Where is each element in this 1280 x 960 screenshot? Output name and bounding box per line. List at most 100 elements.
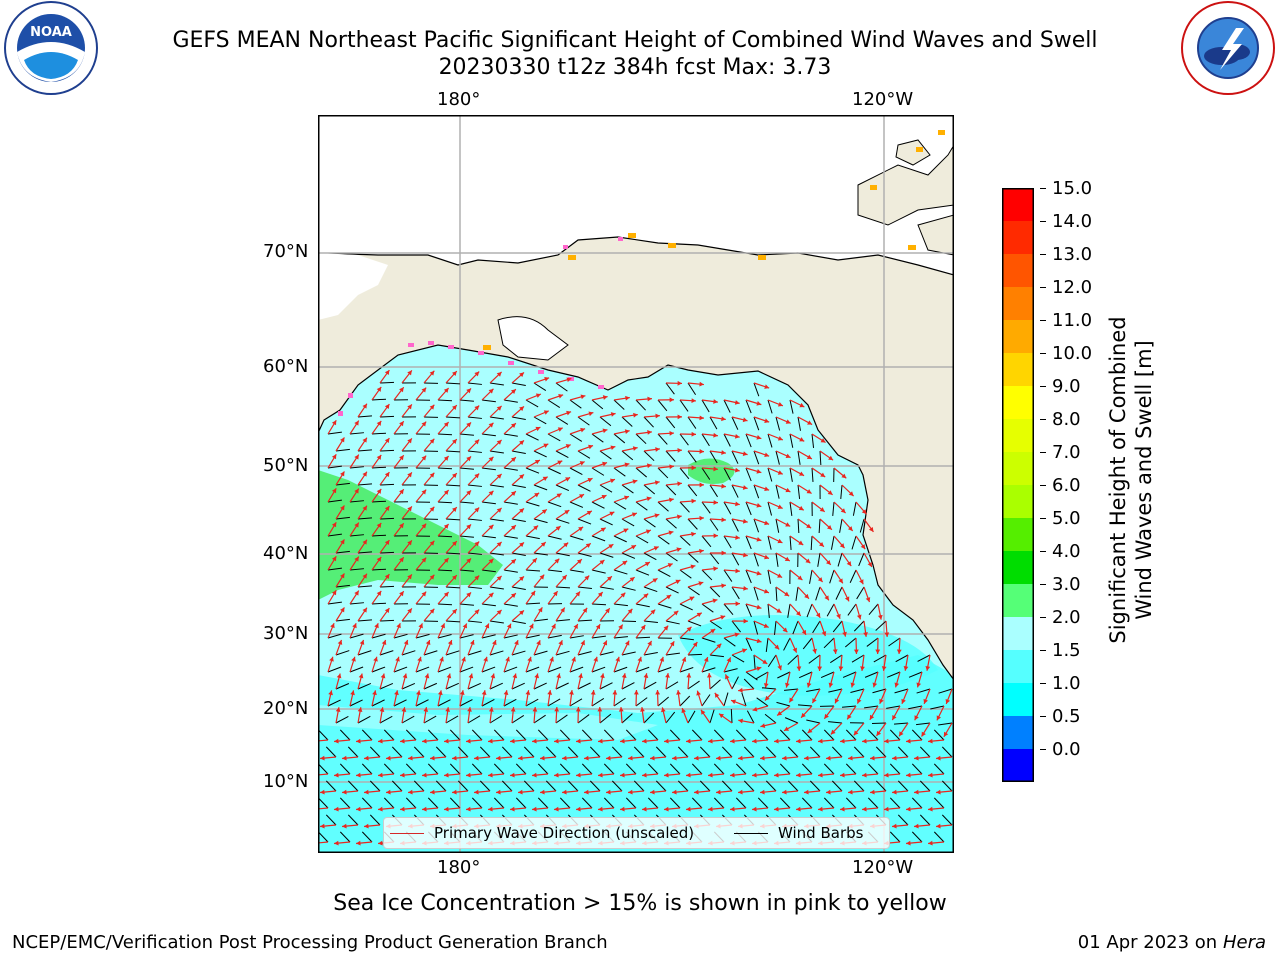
wave-arrow-head — [631, 512, 637, 517]
colorbar-tick-label: 14.0 — [1040, 211, 1092, 232]
wind-barb — [515, 797, 527, 809]
wave-arrow-head — [828, 455, 834, 461]
wave-arrow-head — [532, 707, 538, 712]
wind-barb — [665, 711, 676, 724]
wave-arrow-head — [624, 495, 629, 501]
wave-arrow-head — [578, 526, 584, 532]
wind-barb — [709, 552, 720, 565]
wave-arrow-head — [601, 494, 607, 500]
wave-arrow-head — [401, 707, 407, 712]
wave-arrow-head — [488, 388, 494, 394]
wind-barb — [503, 698, 517, 707]
wind-barb — [735, 729, 747, 741]
wave-arrow-head — [945, 698, 951, 704]
wind-barb — [679, 637, 694, 641]
wind-barb — [401, 650, 416, 656]
wind-barb — [775, 450, 780, 465]
wind-barb — [635, 399, 646, 411]
wave-arrow-head — [721, 550, 726, 556]
wave-arrow-head — [399, 455, 404, 461]
wave-arrow-head — [824, 595, 829, 601]
wave-arrow-head — [510, 491, 516, 496]
wave-arrow-head — [655, 447, 660, 452]
wind-barb — [503, 569, 518, 573]
wave-arrow-head — [443, 388, 449, 393]
wave-arrow-head — [407, 370, 412, 376]
wave-arrow-head — [708, 772, 713, 778]
wind-barb — [765, 780, 777, 792]
wave-arrow-head — [462, 623, 467, 629]
wave-arrow-head — [691, 498, 696, 504]
wave-arrow-head — [713, 399, 718, 404]
wind-barb — [709, 654, 724, 658]
wave-arrow-head — [654, 513, 660, 519]
wind-barb — [621, 552, 636, 559]
wave-arrow-head — [532, 558, 537, 564]
wind-barb — [481, 433, 496, 437]
wind-barb — [569, 399, 582, 409]
wave-arrow-head — [646, 463, 652, 469]
wind-barb — [745, 603, 752, 618]
wind-barb — [677, 780, 689, 792]
wind-barb — [665, 382, 675, 395]
wave-arrow-head — [818, 738, 823, 744]
wave-arrow-head — [777, 504, 783, 509]
wave-arrow-head — [421, 591, 427, 597]
wind-barb — [383, 797, 395, 809]
wind-barb — [795, 586, 799, 601]
wave-arrow-head — [352, 623, 357, 629]
wave-arrow-head — [760, 723, 766, 728]
wind-barb — [753, 620, 759, 635]
wave-arrow-head — [551, 623, 556, 629]
wind-barb — [613, 697, 626, 707]
wave-arrow-head — [712, 598, 718, 604]
wave-arrow-head — [848, 755, 853, 761]
wave-arrow-head — [834, 698, 840, 704]
wind-barb — [555, 619, 570, 622]
wave-arrow-head — [839, 543, 845, 549]
wave-arrow-head — [421, 557, 427, 563]
wind-barb — [853, 620, 865, 632]
wind-barb — [523, 780, 535, 792]
wave-arrow-head — [691, 398, 696, 404]
wind-barb — [745, 569, 752, 584]
wind-barb — [357, 715, 371, 724]
wave-arrow-head — [506, 623, 512, 629]
wind-barb — [687, 552, 699, 563]
wave-arrow-head — [595, 624, 601, 630]
wind-barb — [591, 433, 604, 443]
wind-barb — [371, 699, 385, 707]
wave-arrow-head — [856, 614, 862, 620]
colorbar-segment — [1002, 320, 1034, 354]
wave-arrow-head — [906, 806, 911, 812]
wind-barb — [427, 763, 439, 775]
wave-arrow-head — [624, 462, 630, 468]
wind-barb — [701, 694, 711, 707]
wave-arrow-head — [386, 755, 391, 761]
wind-barb — [537, 763, 549, 775]
wave-arrow-head — [386, 789, 391, 795]
wave-arrow-head — [376, 454, 382, 460]
wind-barb — [349, 534, 364, 537]
wave-arrow-head — [565, 444, 571, 449]
wind-barb — [511, 484, 526, 488]
wind-barb — [318, 763, 329, 775]
date-text: 01 Apr 2023 on Hera — [1078, 932, 1266, 953]
wind-barb — [809, 746, 821, 758]
wind-barb — [445, 552, 461, 555]
wave-arrow-head — [533, 525, 539, 531]
wind-barb — [635, 569, 650, 576]
wave-arrow-head — [407, 574, 412, 580]
wave-arrow-head — [484, 623, 490, 629]
wind-barb — [643, 651, 658, 656]
wave-arrow-head — [625, 395, 630, 401]
wave-arrow-head — [466, 422, 472, 428]
wind-barb — [787, 654, 799, 665]
wind-barb — [569, 433, 583, 442]
wave-arrow-head — [518, 755, 523, 761]
colorbar — [1002, 188, 1034, 782]
wind-barb — [327, 431, 342, 435]
wave-arrow-head — [721, 583, 726, 589]
wind-barb — [357, 415, 372, 418]
wind-barb — [437, 634, 452, 639]
